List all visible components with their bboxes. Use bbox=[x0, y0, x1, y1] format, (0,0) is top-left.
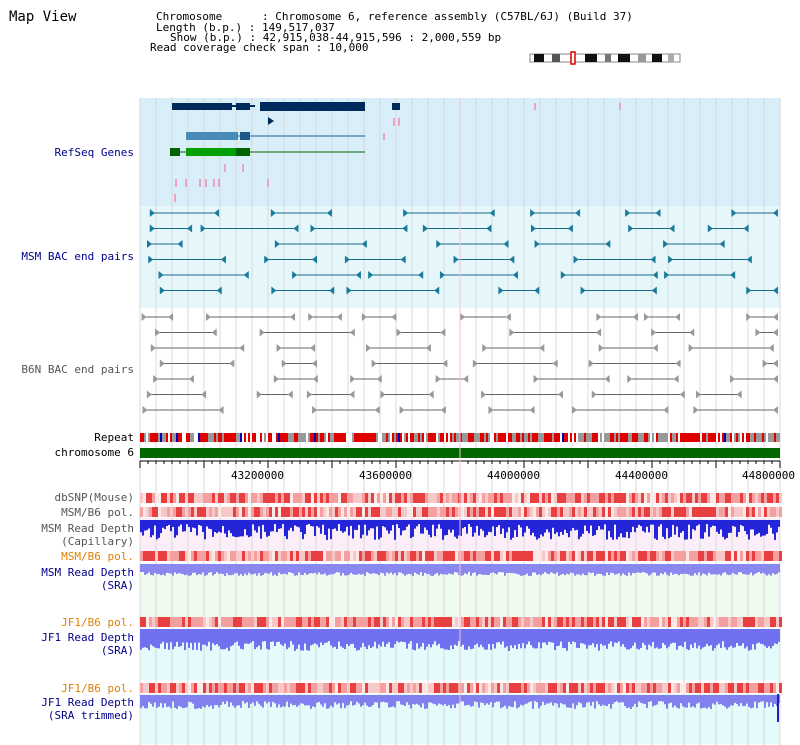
track-label-jf1-trim-sub: (SRA trimmed) bbox=[47, 709, 134, 722]
track-label-msm-sra-sub: (SRA) bbox=[100, 579, 134, 592]
track-label-msm-bac[interactable]: MSM BAC end pairs bbox=[21, 250, 134, 263]
track-label-refseq[interactable]: RefSeq Genes bbox=[54, 146, 134, 159]
track-label-jf1-sra-sub: (SRA) bbox=[100, 644, 134, 657]
b6n-bac-pairs[interactable] bbox=[141, 313, 778, 414]
axis-tick-label: 43600000 bbox=[359, 469, 412, 482]
track-label-msm-capillary[interactable]: MSM Read Depth bbox=[41, 522, 134, 535]
refseq-genes[interactable] bbox=[170, 102, 621, 202]
axis-ticks bbox=[139, 461, 781, 468]
track-label-jf1-trim[interactable]: JF1 Read Depth bbox=[41, 696, 134, 709]
axis-tick-label: 44800000 bbox=[742, 469, 795, 482]
depth-tracks[interactable] bbox=[140, 520, 780, 722]
msm-bac-pairs[interactable] bbox=[147, 209, 778, 295]
page-title: Map View bbox=[9, 9, 77, 25]
track-label-dbsnp[interactable]: dbSNP(Mouse) bbox=[54, 491, 134, 504]
heat-tracks[interactable] bbox=[140, 493, 782, 693]
track-label-jf1-sra[interactable]: JF1 Read Depth bbox=[41, 631, 134, 644]
show-range-info: Show (b.p.) : 42,915,038-44,915,596 : 2,… bbox=[170, 31, 502, 44]
track-label-chromosome[interactable]: chromosome 6 bbox=[54, 446, 134, 459]
track-label-repeat[interactable]: Repeat bbox=[94, 431, 134, 444]
track-label-b6n-bac[interactable]: B6N BAC end pairs bbox=[21, 363, 134, 376]
axis-tick-label: 44400000 bbox=[615, 469, 668, 482]
track-label-jf1-b6-pol[interactable]: JF1/B6 pol. bbox=[61, 616, 134, 629]
track-label-jf1-b6-pol-2[interactable]: JF1/B6 pol. bbox=[61, 682, 134, 695]
chromosome-info: Chromosome : Chromosome 6, reference ass… bbox=[156, 10, 633, 23]
track-label-msm-sra[interactable]: MSM Read Depth bbox=[41, 566, 134, 579]
track-label-msm-b6-pol-2[interactable]: MSM/B6 pol. bbox=[61, 550, 134, 563]
axis-tick-label: 44000000 bbox=[487, 469, 540, 482]
coverage-span-info: Read coverage check span : 10,000 bbox=[150, 41, 369, 54]
track-label-msm-b6-pol[interactable]: MSM/B6 pol. bbox=[61, 506, 134, 519]
length-info: Length (b.p.) : 149,517,037 bbox=[156, 21, 335, 34]
track-label-msm-capillary-sub: (Capillary) bbox=[61, 535, 134, 548]
axis-tick-label: 43200000 bbox=[231, 469, 284, 482]
chromosome-ideogram[interactable] bbox=[529, 51, 681, 65]
